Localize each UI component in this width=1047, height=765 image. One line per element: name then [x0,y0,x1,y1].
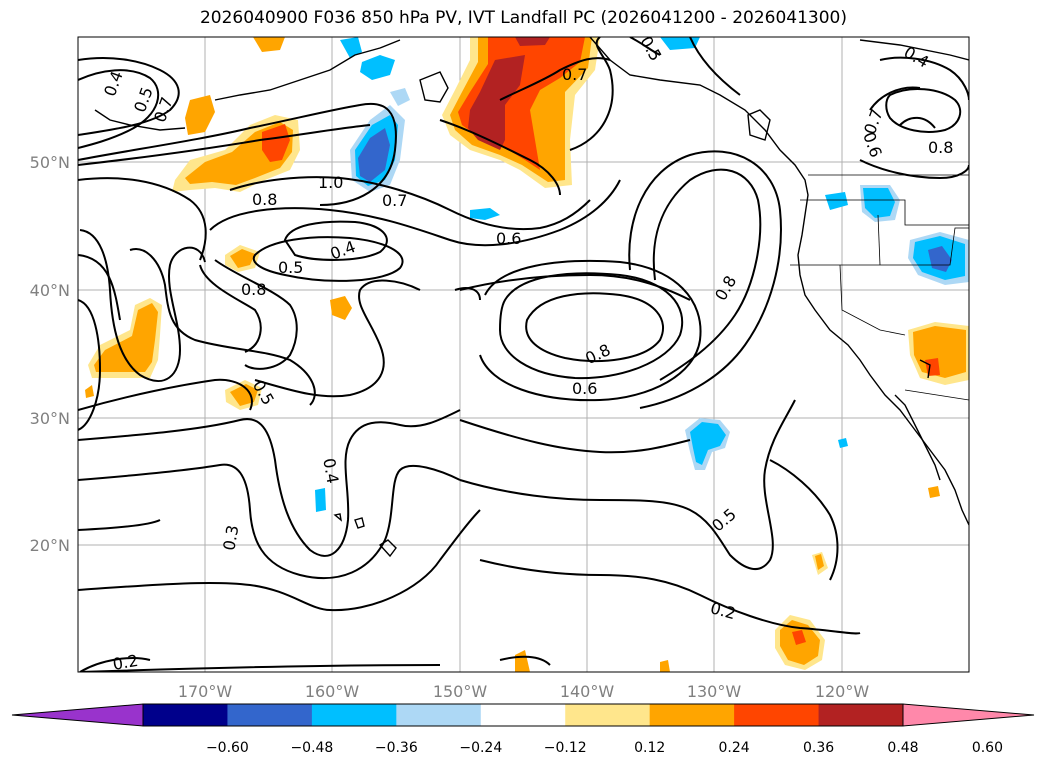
contour-label: 0.3 [219,524,242,552]
latitude-ticks: 50°N 40°N 30°N 20°N [30,153,70,555]
colorbar-segment [565,704,651,726]
contour-label: 0.5 [278,258,303,277]
colorbar-label: 0.60 [972,740,1003,756]
colorbar-label: 0.24 [719,740,750,756]
contour-label: 0.4 [319,457,342,485]
contour-label: 0.8 [252,190,277,209]
colorbar-segment [818,704,904,726]
lat-tick-label: 40°N [30,281,70,300]
colorbar-segment [143,704,228,726]
colorbar-right-extend [902,703,1035,727]
map-frame [77,36,970,673]
lat-tick-label: 20°N [30,536,70,555]
lat-tick-label: 30°N [30,409,70,428]
colorbar-segment [311,704,397,726]
lon-tick-label: 160°W [305,682,360,701]
lon-tick-label: 150°W [433,682,488,701]
pv-contour-lines [78,37,969,672]
colorbar-segment [734,704,820,726]
colorbar-segment [227,704,313,726]
contour-label: 0.2 [111,651,139,674]
lat-tick-label: 50°N [30,153,70,172]
lon-tick-label: 130°W [687,682,742,701]
colorbar-label: 0.36 [803,740,834,756]
colorbar-label: 0.12 [634,740,665,756]
colorbar-label: −0.60 [206,740,249,756]
lon-tick-label: 170°W [178,682,233,701]
colorbar-segment [649,704,735,726]
colorbar-label: −0.36 [375,740,418,756]
colorbar-frame [142,703,904,727]
colorbar-segment [480,704,566,726]
lon-tick-label: 140°W [560,682,615,701]
contour-label: 0.7 [562,65,587,84]
colorbar-label: −0.48 [290,740,333,756]
pv-filled-contours [85,37,969,672]
colorbar-labels: −0.60 −0.48 −0.36 −0.24 −0.12 0.12 0.24 … [206,740,1003,756]
contour-label: 0.6 [496,229,521,248]
colorbar-label: 0.48 [887,740,918,756]
colorbar-label: −0.12 [544,740,587,756]
contour-label: 0.8 [928,138,953,157]
contour-label: 0.8 [241,280,266,299]
colorbar-segment [396,704,482,726]
longitude-ticks: 170°W 160°W 150°W 140°W 130°W 120°W [178,682,870,701]
map-title: 2026040900 F036 850 hPa PV, IVT Landfall… [199,8,847,28]
contour-label: 0.7 [382,191,407,210]
colorbar-left-extend [11,703,144,727]
colorbar-label: −0.24 [459,740,502,756]
lon-tick-label: 120°W [815,682,870,701]
contour-label: 1.0 [318,173,343,192]
contour-label: 0.6 [572,379,597,398]
political-borders [790,174,969,401]
colorbar: −0.60 −0.48 −0.36 −0.24 −0.12 0.12 0.24 … [11,703,1035,756]
